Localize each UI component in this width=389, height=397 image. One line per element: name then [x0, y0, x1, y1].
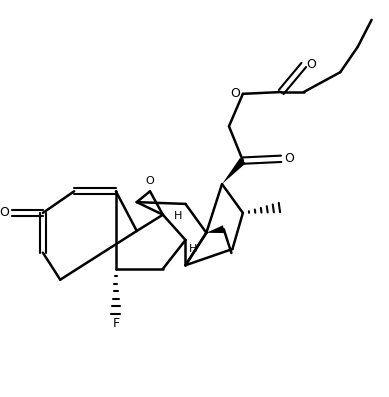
Text: O: O	[284, 152, 294, 165]
Text: O: O	[307, 58, 316, 71]
Text: O: O	[145, 176, 154, 186]
Polygon shape	[222, 158, 246, 184]
Polygon shape	[206, 225, 224, 233]
Text: F: F	[112, 318, 119, 330]
Text: H: H	[189, 245, 197, 254]
Text: O: O	[230, 87, 240, 100]
Text: O: O	[0, 206, 9, 220]
Text: H: H	[173, 211, 182, 221]
